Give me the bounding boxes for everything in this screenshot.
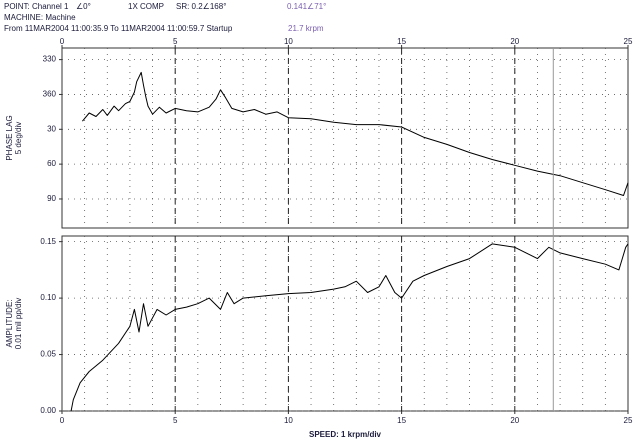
machine: MACHINE: Machine — [4, 13, 76, 22]
time-range: From 11MAR2004 11:00:35.9 To 11MAR2004 1… — [4, 24, 233, 33]
x-tick-label: 25 — [624, 37, 633, 46]
x-tick-label: 5 — [173, 37, 178, 46]
x-tick-label: 15 — [397, 416, 406, 425]
y-tick-label: 60 — [47, 159, 56, 168]
x-axis-label: SPEED: 1 krpm/div — [309, 430, 382, 439]
x-tick-label: 5 — [173, 416, 178, 425]
y-tick-label: 90 — [47, 194, 56, 203]
y-tick-label: 330 — [43, 55, 57, 64]
plot-frame — [61, 47, 629, 229]
y-tick-label: 0.15 — [40, 237, 56, 246]
x-tick-label: 0 — [60, 416, 65, 425]
y-tick-label: 0.05 — [40, 350, 56, 359]
cursor-speed: 21.7 krpm — [288, 24, 324, 33]
y-axis-label: PHASE LAG — [5, 115, 14, 160]
point-angle: ∠0° — [76, 2, 91, 11]
data-line — [70, 243, 629, 412]
y-axis-label: 0.01 mil pp/div — [14, 298, 23, 350]
comp: 1X COMP — [128, 2, 164, 11]
x-tick-label: 25 — [624, 416, 633, 425]
cursor-value: 0.141∠71° — [287, 2, 326, 11]
y-axis-label: 5 deg/div — [14, 122, 23, 154]
x-tick-label: 20 — [510, 37, 519, 46]
x-tick-label: 0 — [60, 37, 65, 46]
x-tick-label: 10 — [284, 37, 293, 46]
x-tick-label: 10 — [284, 416, 293, 425]
x-tick-label: 20 — [510, 416, 519, 425]
y-tick-label: 30 — [47, 124, 56, 133]
y-tick-label: 360 — [43, 90, 57, 99]
slow-roll: SR: 0.2∠168° — [176, 2, 226, 11]
y-tick-label: 0.10 — [40, 293, 56, 302]
point: POINT: Channel 1 — [4, 2, 69, 11]
data-line — [82, 71, 629, 196]
plot-frame — [61, 235, 629, 412]
y-axis-label: AMPLITUDE: — [5, 299, 14, 347]
y-tick-label: 0.00 — [40, 406, 56, 415]
x-tick-label: 15 — [397, 37, 406, 46]
